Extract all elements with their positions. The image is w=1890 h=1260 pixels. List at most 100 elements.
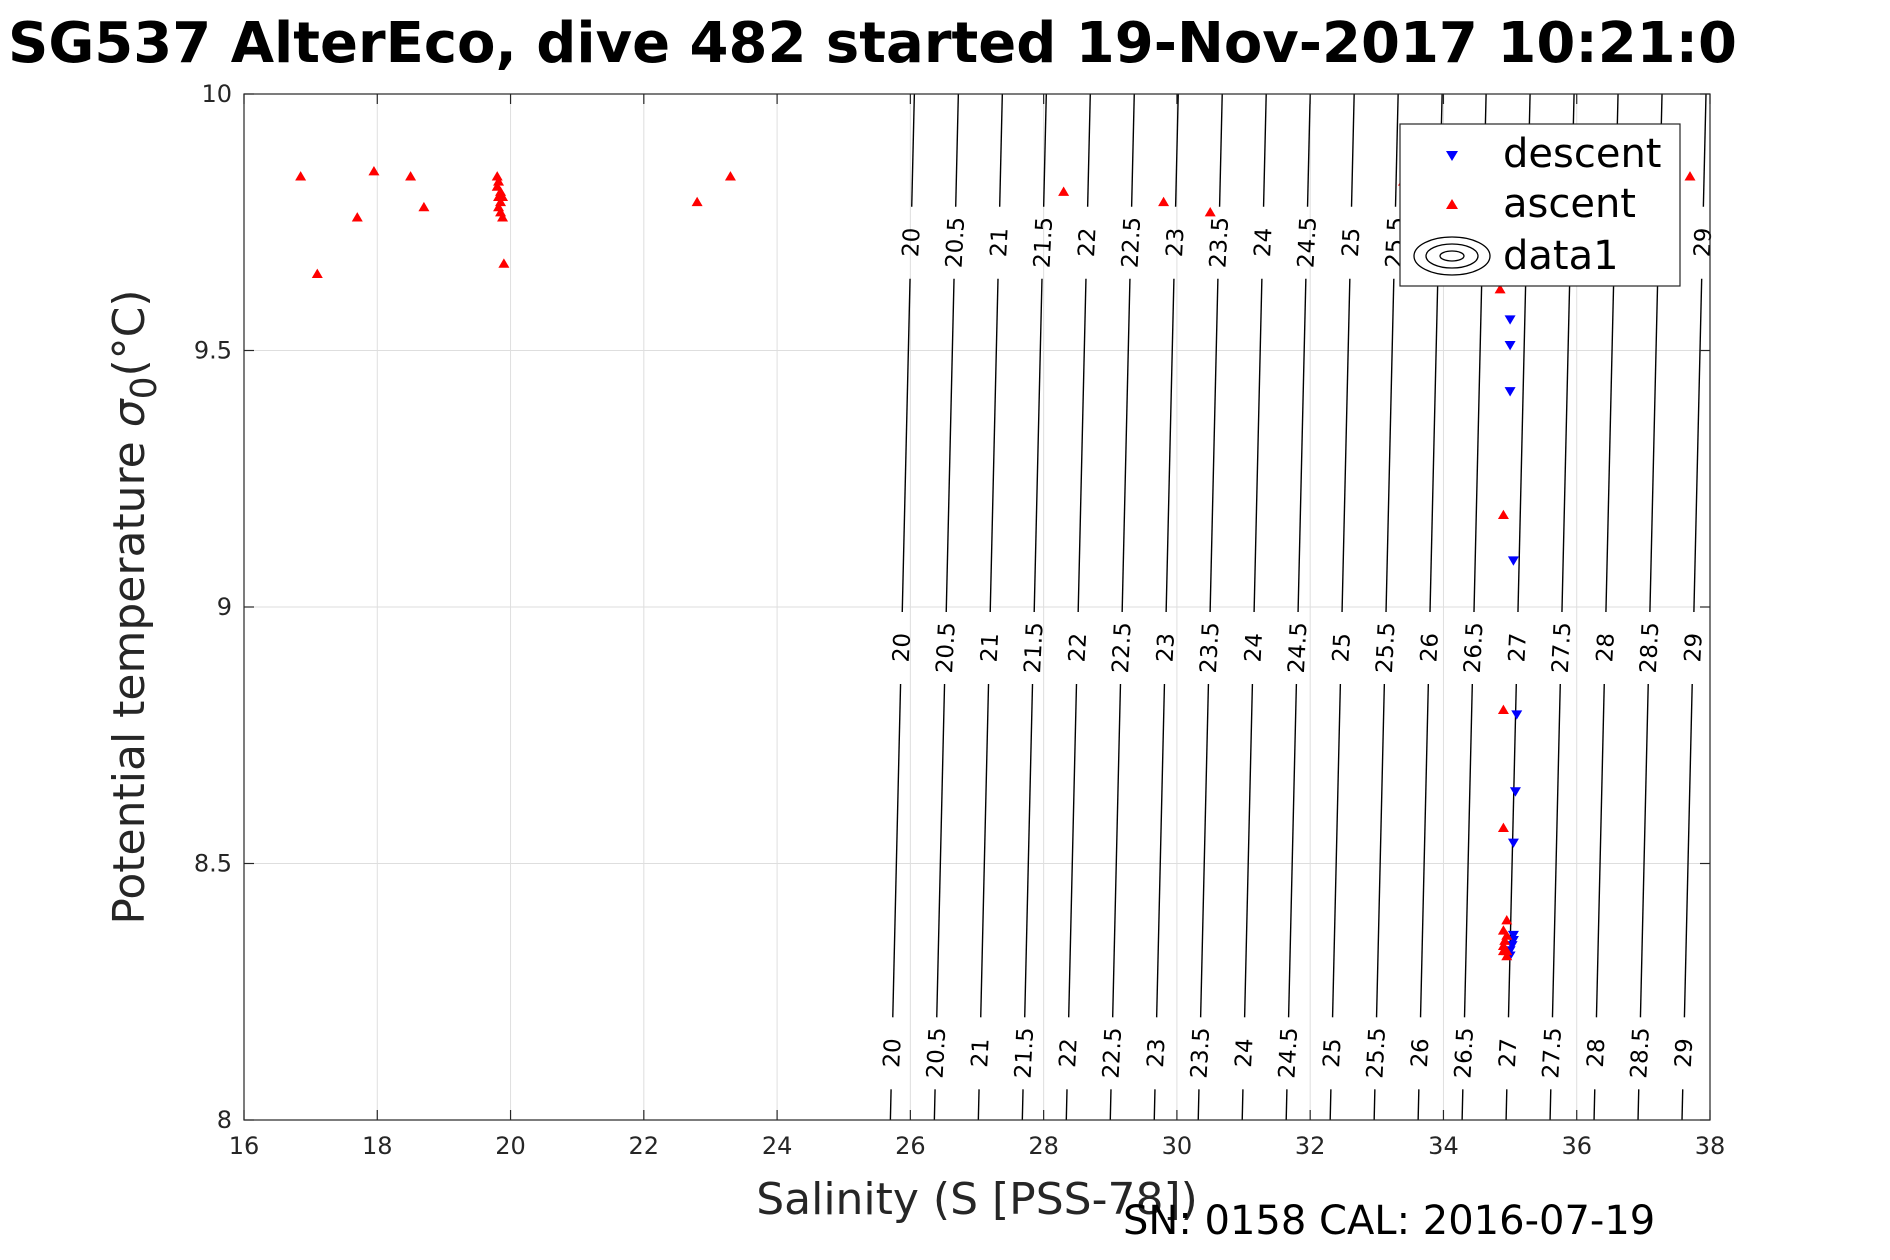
legend: descent ascent data1: [1399, 123, 1681, 287]
ascent-point: [493, 176, 505, 186]
legend-ascent-label: ascent: [1503, 181, 1636, 227]
y-tick-label: 8: [217, 1106, 232, 1134]
contour-line: [1130, 94, 1135, 207]
contour-label: 21.5: [1020, 621, 1049, 674]
contour-line: [1639, 684, 1649, 1018]
x-tick-label: 18: [362, 1132, 393, 1160]
contour-line: [1241, 1089, 1244, 1120]
contour-line: [1341, 278, 1351, 613]
ascent-point: [405, 171, 417, 181]
contour-line: [1285, 1089, 1288, 1120]
contour-label: 21.5: [1011, 1027, 1040, 1080]
contour-line: [1297, 278, 1307, 613]
contour-label: 24: [1231, 1038, 1258, 1069]
contour-label: 28.5: [1626, 1027, 1655, 1080]
ascent-point: [311, 268, 323, 278]
contour-line: [1417, 1089, 1420, 1120]
contour-line: [1109, 1089, 1112, 1120]
contour-line: [998, 94, 1004, 207]
contour-line: [936, 684, 946, 1018]
ascent-point: [491, 171, 503, 181]
contour-label: 24.5: [1293, 216, 1322, 269]
contour-label: 27.5: [1548, 621, 1577, 674]
contour-line: [1738, 279, 1746, 612]
legend-descent-label: descent: [1503, 131, 1661, 177]
contour-line: [1121, 278, 1131, 613]
contour-label: 20: [879, 1038, 906, 1069]
contour-label: 21: [986, 227, 1013, 258]
y-axis-label: Potential temperature σ0(°C): [104, 289, 165, 924]
contour-label: 25: [1319, 1038, 1346, 1069]
contour-label: 28.5: [1636, 621, 1665, 674]
contour-line: [1561, 278, 1571, 613]
ascent-point: [1684, 171, 1696, 181]
contour-line: [1287, 684, 1298, 1018]
contour-label: 24: [1241, 632, 1268, 663]
contour-line: [1385, 278, 1395, 613]
descent-point: [1504, 315, 1516, 325]
contour-line: [989, 278, 999, 613]
contour-label: 21: [967, 1038, 994, 1069]
ascent-point: [691, 196, 703, 207]
contour-label: 20.5: [923, 1027, 952, 1080]
contour-label: 22.5: [1117, 216, 1146, 269]
axis-ticks: 16 18 20 22 24 26 28 30 32 34 36 38 8 8.5 9 9.5 10: [194, 80, 1725, 1160]
footer-serial: SN: 0158 CAL: 2016-07-19: [1123, 1198, 1656, 1244]
contour-line: [1595, 684, 1605, 1018]
contour-label: 22.5: [1108, 621, 1137, 674]
ascent-point: [368, 166, 380, 176]
legend-contour-icon: [1413, 236, 1491, 276]
contour-line: [1077, 278, 1087, 613]
ascent-point: [418, 201, 430, 212]
contour-line: [1728, 684, 1736, 1017]
y-tick-label: 8.5: [194, 850, 232, 878]
contour-line: [1306, 94, 1311, 207]
contour-label: 28: [1583, 1038, 1610, 1069]
x-tick-label: 32: [1295, 1132, 1326, 1160]
ascent-point: [351, 212, 363, 222]
contour-line: [1683, 684, 1693, 1018]
contour-line: [1329, 1089, 1332, 1120]
contour-label: 26.5: [1460, 621, 1489, 674]
descent-point: [1504, 387, 1516, 397]
y-axis-label-unit: (°C): [104, 289, 155, 376]
y-tick-label: 9: [217, 593, 232, 621]
contour-label: 26: [1407, 1038, 1434, 1069]
ascent-point: [1494, 283, 1506, 294]
contour-label: 29: [1690, 227, 1717, 258]
contour-label: 24.5: [1274, 1027, 1303, 1080]
contour-line: [1373, 1089, 1376, 1120]
ascent-point: [1499, 935, 1511, 945]
contour-line: [945, 278, 955, 613]
contour-label: 21: [977, 632, 1004, 663]
contour-line: [1549, 1089, 1552, 1120]
ascent-point: [724, 171, 736, 181]
contour-line: [889, 1089, 892, 1120]
contour-label: 26.5: [1450, 1027, 1479, 1080]
contour-label: 22: [1065, 632, 1092, 663]
ascent-point: [1501, 914, 1513, 925]
contour-line: [980, 684, 990, 1018]
contour-label: 20: [898, 227, 925, 258]
x-tick-label: 20: [495, 1132, 526, 1160]
contour-label: 28: [1592, 632, 1619, 663]
contour-line: [1065, 1089, 1068, 1120]
contour-line: [1042, 94, 1048, 207]
contour-line: [1473, 278, 1483, 613]
contour-line: [901, 278, 911, 613]
x-tick-label: 30: [1162, 1132, 1193, 1160]
ascent-point: [498, 258, 510, 268]
contour-line: [1649, 278, 1659, 613]
contour-line: [1593, 1089, 1596, 1120]
contour-line: [1174, 94, 1179, 207]
contour-line: [1681, 1089, 1684, 1120]
ascent-point: [1497, 509, 1509, 520]
x-tick-label: 24: [762, 1132, 793, 1160]
descent-point: [1509, 787, 1521, 797]
contour-line: [1693, 278, 1703, 613]
contour-label: 25.5: [1362, 1027, 1391, 1080]
contour-line: [1702, 94, 1707, 207]
chart-title: SG537 AlterEco, dive 482 started 19-Nov-…: [8, 11, 1737, 76]
contour-label: 25: [1328, 632, 1355, 663]
contour-label: 23.5: [1205, 216, 1234, 269]
